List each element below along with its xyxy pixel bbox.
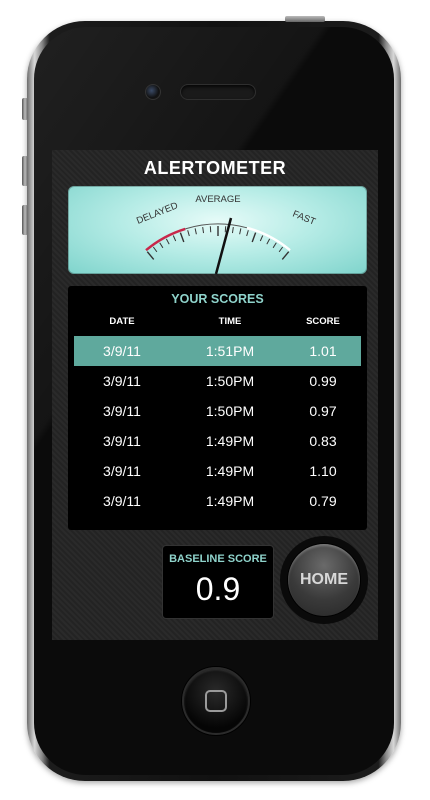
score-row[interactable]: 3/9/11 1:50PM 0.97 (74, 396, 361, 426)
gauge-tick (281, 251, 290, 260)
score-time: 1:50PM (205, 403, 255, 419)
score-time: 1:49PM (205, 433, 255, 449)
column-header-score: SCORE (306, 316, 340, 327)
score-row[interactable]: 3/9/11 1:50PM 0.99 (74, 366, 361, 396)
scores-panel: YOUR SCORES DATE TIME SCORE 3/9/11 1:51P… (68, 286, 367, 530)
score-date: 3/9/11 (103, 463, 141, 479)
gauge-needle (214, 217, 233, 274)
gauge-tick (172, 235, 177, 242)
alert-gauge: DELAYED AVERAGE FAST (68, 186, 367, 274)
earpiece-speaker (180, 84, 256, 100)
score-value: 0.97 (309, 403, 337, 419)
gauge-arc-delayed (145, 227, 186, 252)
gauge-tick (272, 242, 277, 249)
gauge-tick (251, 232, 257, 243)
score-value: 1.10 (309, 463, 337, 479)
volume-down-button (22, 205, 28, 235)
gauge-arc-average (185, 223, 248, 230)
gauge-tick (152, 246, 158, 253)
gauge-tick (146, 251, 155, 260)
app-screen: ALERTOMETER DELAYED AVERAGE FAST YOUR SC… (52, 150, 378, 640)
score-date: 3/9/11 (103, 343, 141, 359)
score-row[interactable]: 3/9/11 1:51PM 1.01 (74, 336, 361, 366)
scores-title: YOUR SCORES (171, 292, 264, 306)
score-row[interactable]: 3/9/11 1:49PM 0.83 (74, 426, 361, 456)
score-value: 0.99 (309, 373, 337, 389)
home-button-label: HOME (288, 544, 360, 616)
gauge-tick (187, 230, 190, 237)
gauge-tick (159, 242, 164, 249)
gauge-arc-fast (246, 226, 291, 252)
score-time: 1:50PM (205, 373, 255, 389)
gauge-dial: DELAYED AVERAGE FAST (135, 194, 317, 274)
score-value: 0.79 (309, 493, 337, 509)
score-row[interactable]: 3/9/11 1:49PM 0.79 (74, 486, 361, 516)
front-camera (145, 84, 161, 100)
gauge-tick (239, 228, 242, 235)
score-value: 1.01 (309, 343, 337, 359)
gauge-tick (231, 227, 234, 234)
gauge-tick (246, 230, 249, 237)
gauge-ticks (146, 226, 290, 260)
app-title: ALERTOMETER (143, 158, 287, 178)
score-date: 3/9/11 (103, 403, 141, 419)
volume-up-button (22, 156, 28, 186)
gauge-tick (179, 232, 185, 243)
gauge-tick (266, 238, 271, 245)
gauge-tick (165, 238, 170, 245)
score-time: 1:49PM (205, 463, 255, 479)
gauge-tick (202, 227, 205, 234)
baseline-score-value: 0.9 (195, 571, 241, 607)
gauge-label-delayed: DELAYED (135, 200, 180, 227)
mute-switch (22, 98, 28, 120)
score-value: 0.83 (309, 433, 337, 449)
score-date: 3/9/11 (103, 433, 141, 449)
power-button (285, 16, 325, 22)
home-key-square-icon (205, 690, 227, 712)
home-button[interactable]: HOME (280, 536, 368, 624)
baseline-score-box: BASELINE SCORE 0.9 (162, 545, 274, 619)
gauge-label-average: AVERAGE (195, 194, 240, 205)
gauge-label-fast: FAST (291, 209, 317, 228)
score-row[interactable]: 3/9/11 1:49PM 1.10 (74, 456, 361, 486)
gauge-tick (278, 246, 284, 253)
device-home-key[interactable] (182, 667, 250, 735)
score-time: 1:51PM (205, 343, 255, 359)
gauge-tick (194, 228, 197, 235)
gauge-tick (259, 235, 264, 242)
column-header-time: TIME (218, 316, 242, 327)
score-date: 3/9/11 (103, 373, 141, 389)
column-header-date: DATE (109, 316, 135, 327)
score-time: 1:49PM (205, 493, 255, 509)
score-date: 3/9/11 (103, 493, 141, 509)
baseline-score-label: BASELINE SCORE (169, 553, 267, 565)
